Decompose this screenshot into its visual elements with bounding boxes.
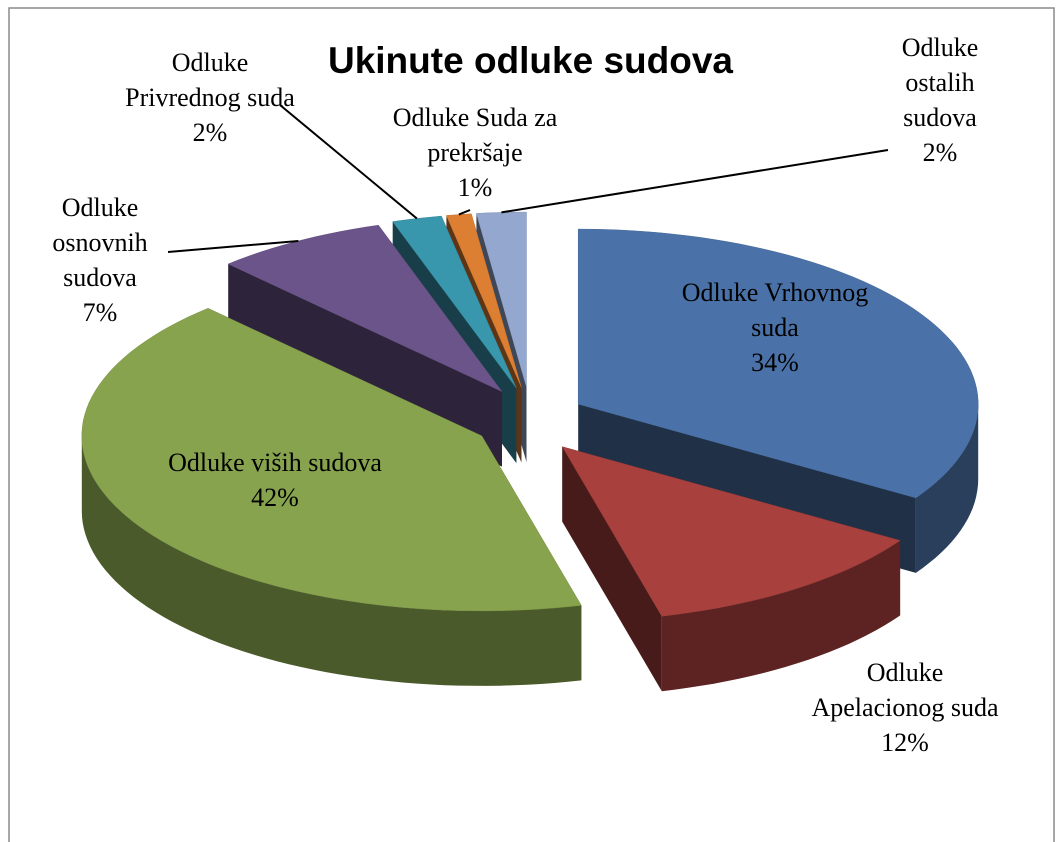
slice-label: Odluke Privrednog suda 2% [125, 45, 295, 150]
leader-line [458, 209, 471, 216]
value-label: 12% [881, 728, 929, 757]
value-label: 34% [751, 348, 799, 377]
leader-line [167, 239, 299, 253]
pie-slice [561, 446, 901, 617]
slice-side [562, 446, 662, 692]
category-label: Odluke Privrednog suda [125, 48, 295, 112]
leader-line [279, 104, 418, 220]
category-label: Odluke viših sudova [168, 448, 382, 477]
value-label: 42% [251, 483, 299, 512]
slice-wall [915, 404, 979, 573]
slice-wall [661, 540, 901, 692]
pie-slice [227, 224, 503, 392]
chart-title: Ukinute odluke sudova [327, 40, 733, 81]
pie-slice [476, 211, 527, 388]
value-label: 2% [192, 118, 228, 147]
slice-wall [81, 435, 582, 686]
pie-slice [577, 228, 979, 499]
slice-label: Odluke Suda za prekršaje 1% [380, 100, 570, 205]
slice-label: Odluke ostalih sudova 2% [870, 30, 1010, 170]
leader-line [501, 149, 889, 214]
chart-border [8, 7, 1055, 842]
category-label: Odluke ostalih sudova [901, 33, 979, 132]
value-label: 7% [82, 298, 118, 327]
value-label: 2% [922, 138, 958, 167]
pie-slice [446, 213, 522, 388]
category-label: Odluke Suda za prekršaje [392, 103, 558, 167]
slice-label: Odluke osnovnih sudova 7% [25, 190, 175, 330]
category-label: Odluke Apelacionog suda [811, 658, 999, 722]
slice-label: Odluke Vrhovnog suda 34% [675, 275, 875, 380]
slice-label: Odluke Apelacionog suda 12% [800, 655, 1010, 760]
category-label: Odluke osnovnih sudova [52, 193, 148, 292]
pie-slice [81, 308, 582, 612]
slice-label: Odluke viših sudova 42% [165, 445, 385, 515]
value-label: 1% [457, 173, 493, 202]
category-label: Odluke Vrhovnog suda [681, 278, 869, 342]
